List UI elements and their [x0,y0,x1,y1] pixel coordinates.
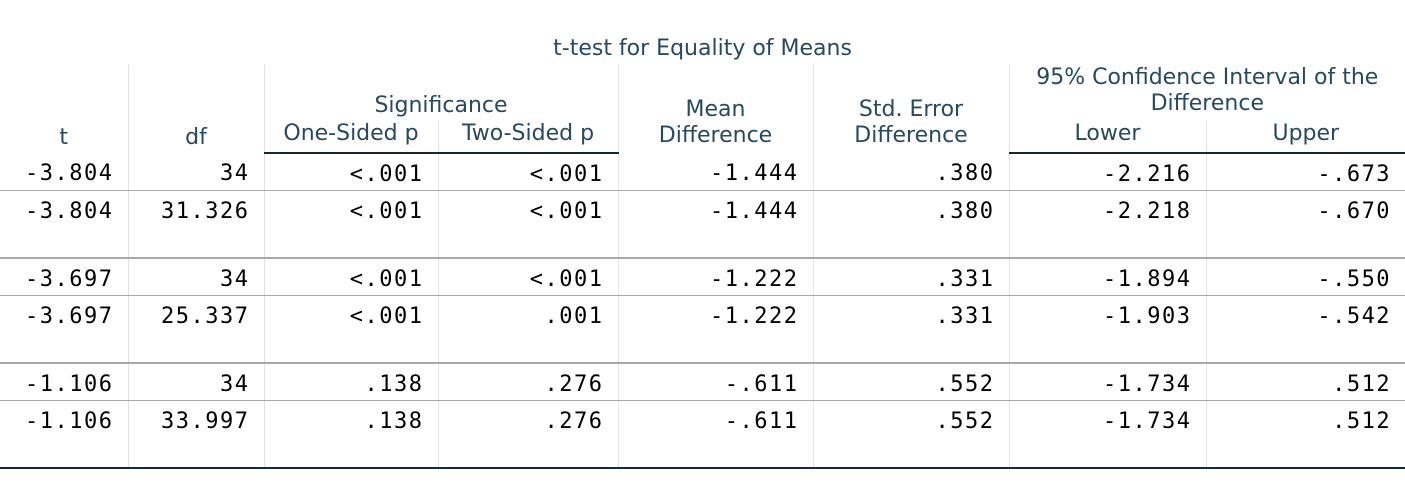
cell-one-sided-p: .138 [263,400,438,469]
table-row: -3.804 31.326 <.001 <.001 -1.444 .380 -2… [0,190,1405,259]
cell-upper: -.673 [1205,153,1405,191]
cell-upper: .512 [1205,400,1405,469]
cell-df: 34 [127,153,264,191]
cell-lower: -1.734 [1008,363,1206,401]
cell-df: 25.337 [127,295,264,364]
cell-df: 34 [127,363,264,401]
cell-df: 34 [127,258,264,296]
cell-one-sided-p: <.001 [263,258,438,296]
cell-std-error-difference: .331 [812,295,1009,364]
cell-one-sided-p: .138 [263,363,438,401]
header-lower: Lower [1008,121,1206,154]
cell-std-error-difference: .552 [812,400,1009,469]
header-std-error-difference: Std. Error Difference [812,65,1009,153]
header-two-sided-p: Two-Sided p [437,121,618,154]
cell-two-sided-p: .276 [437,400,618,469]
cell-t: -3.804 [0,153,128,191]
cell-std-error-difference: .380 [812,190,1009,259]
table-row: -1.106 34 .138 .276 -.611 .552 -1.734 .5… [0,363,1405,401]
cell-df: 33.997 [127,400,264,469]
cell-lower: -1.894 [1008,258,1206,296]
cell-mean-difference: -.611 [617,363,813,401]
cell-two-sided-p: .001 [437,295,618,364]
cell-t: -3.697 [0,258,128,296]
cell-lower: -2.218 [1008,190,1206,259]
cell-std-error-difference: .380 [812,153,1009,191]
header-t: t [59,125,69,150]
cell-lower: -1.903 [1008,295,1206,364]
header-significance: Significance [263,65,618,121]
cell-upper: .512 [1205,363,1405,401]
cell-mean-difference: -1.222 [617,258,813,296]
cell-mean-difference: -1.222 [617,295,813,364]
cell-one-sided-p: <.001 [263,153,438,191]
cell-one-sided-p: <.001 [263,190,438,259]
cell-df: 31.326 [127,190,264,259]
ttest-results-table: t-test for Equality of Means t df Signif… [0,36,1405,469]
cell-mean-difference: -1.444 [617,153,813,191]
table-row: -3.697 25.337 <.001 .001 -1.222 .331 -1.… [0,295,1405,364]
header-mean-difference: Mean Difference [617,65,813,153]
header-df: df [127,65,264,153]
cell-upper: -.550 [1205,258,1405,296]
cell-std-error-difference: .552 [812,363,1009,401]
cell-t: -3.804 [0,190,128,259]
table-row: -3.697 34 <.001 <.001 -1.222 .331 -1.894… [0,258,1405,296]
table-row: -3.804 34 <.001 <.001 -1.444 .380 -2.216… [0,153,1405,191]
header-upper: Upper [1205,121,1405,154]
cell-two-sided-p: .276 [437,363,618,401]
cell-mean-difference: -.611 [617,400,813,469]
table-row: -1.106 33.997 .138 .276 -.611 .552 -1.73… [0,400,1405,469]
cell-upper: -.670 [1205,190,1405,259]
cell-lower: -2.216 [1008,153,1206,191]
cell-t: -1.106 [0,400,128,469]
cell-t: -3.697 [0,295,128,364]
cell-lower: -1.734 [1008,400,1206,469]
header-confidence-interval: 95% Confidence Interval of the Differenc… [1008,65,1405,121]
header-one-sided-p: One-Sided p [263,121,438,154]
cell-std-error-difference: .331 [812,258,1009,296]
cell-upper: -.542 [1205,295,1405,364]
cell-two-sided-p: <.001 [437,153,618,191]
table-title: t-test for Equality of Means [553,36,852,61]
cell-two-sided-p: <.001 [437,190,618,259]
cell-t: -1.106 [0,363,128,401]
cell-two-sided-p: <.001 [437,258,618,296]
cell-one-sided-p: <.001 [263,295,438,364]
cell-mean-difference: -1.444 [617,190,813,259]
